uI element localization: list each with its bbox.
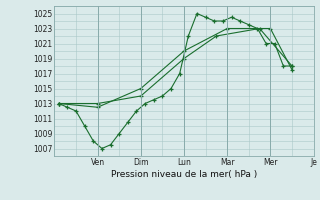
- X-axis label: Pression niveau de la mer( hPa ): Pression niveau de la mer( hPa ): [111, 170, 257, 179]
